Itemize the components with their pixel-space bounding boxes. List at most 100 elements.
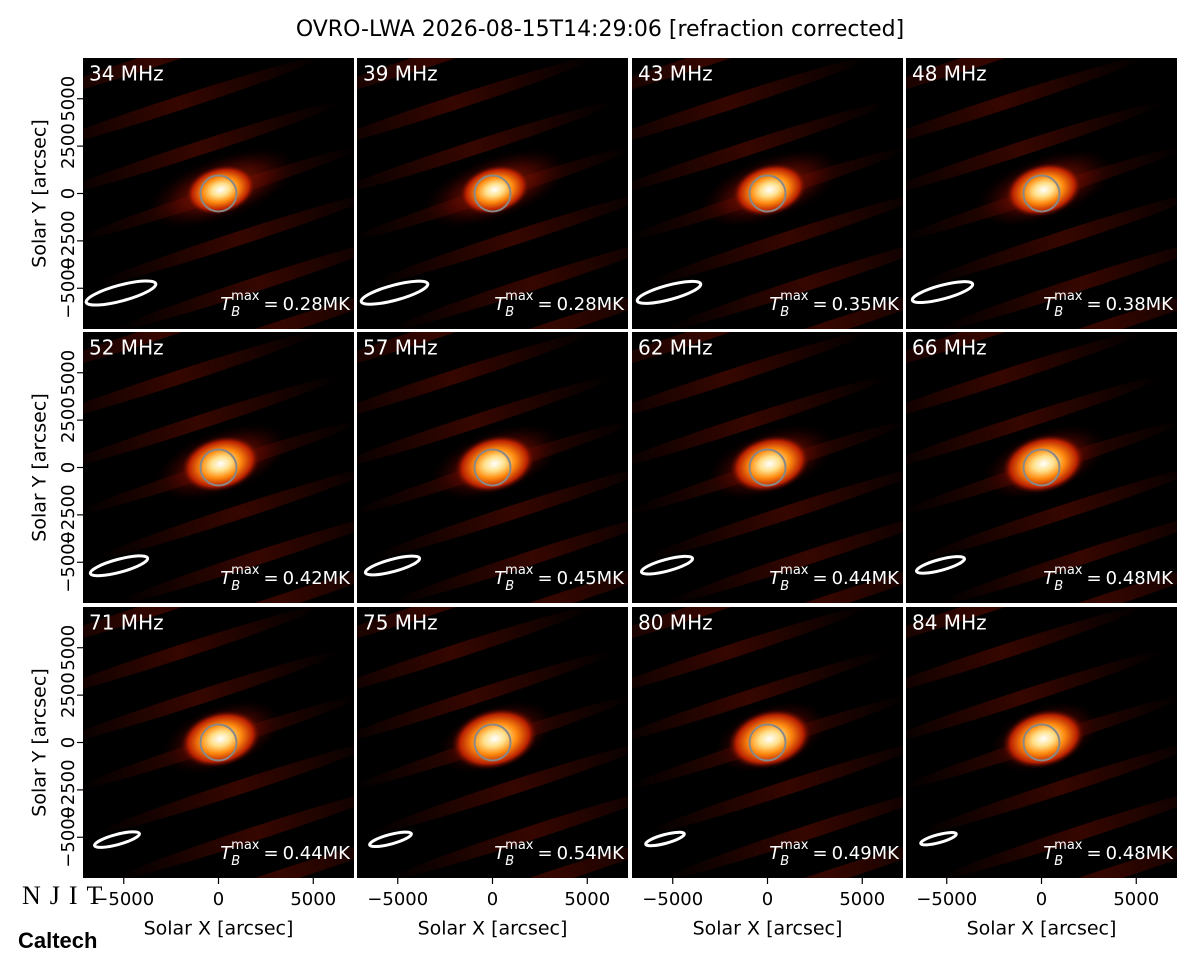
streak <box>369 740 628 835</box>
streak <box>95 740 354 835</box>
tb-sub: B <box>231 854 240 869</box>
solar-disk <box>199 448 238 487</box>
streak <box>409 281 628 329</box>
panel: 75 MHz TBmax = 0.54MK −5000 0 5000 Solar X [arc… <box>357 607 628 940</box>
freq-label: 75 MHz <box>363 611 438 635</box>
tb-sup: max <box>505 563 534 578</box>
streak <box>115 510 354 603</box>
x-tick-label: 0 <box>1036 889 1047 910</box>
tb-sub: B <box>505 305 514 320</box>
streak <box>135 555 354 603</box>
y-tick-label: −2500 <box>58 484 79 545</box>
x-tick-label: 0 <box>213 889 224 910</box>
tb-sub: B <box>780 854 789 869</box>
streak <box>632 650 891 745</box>
beam <box>359 279 430 306</box>
y-axis-label: Solar Y [arcsec] <box>29 668 51 816</box>
y-tick-label: 0 <box>58 737 79 748</box>
freq-label: 52 MHz <box>89 336 164 360</box>
y-axis-label: Solar Y [arcsec] <box>29 119 51 267</box>
solar-disk <box>1022 448 1061 487</box>
freq-label: 66 MHz <box>912 336 987 360</box>
freq-label: 43 MHz <box>638 62 713 86</box>
tb-label: TBmax = 0.42MK <box>220 563 351 594</box>
beam <box>635 279 703 305</box>
x-tick-label: 0 <box>762 889 773 910</box>
solar-disk <box>748 174 787 213</box>
tb-symbol: T <box>494 294 507 315</box>
streak <box>83 607 302 655</box>
njit-logo: NJIT <box>22 881 111 910</box>
tb-symbol: T <box>769 568 782 589</box>
image <box>357 58 628 329</box>
streak <box>115 236 354 329</box>
streak <box>83 332 322 425</box>
streak <box>369 465 628 560</box>
tb-label: TBmax = 0.48MK <box>1043 563 1174 594</box>
panel: 43 MHz TBmax = 0.35MK <box>632 58 903 329</box>
tb-eq: = <box>263 294 278 315</box>
beam <box>93 830 141 849</box>
streak <box>938 236 1177 329</box>
tb-eq: = <box>537 294 552 315</box>
streak <box>83 650 342 745</box>
tb-eq: = <box>812 843 827 864</box>
tb-value: 0.44MK <box>832 568 901 589</box>
bright-core <box>180 710 262 768</box>
streak <box>632 58 871 151</box>
tb-label: TBmax = 0.54MK <box>494 838 625 869</box>
tb-label: TBmax = 0.45MK <box>494 563 625 594</box>
tb-sub: B <box>505 579 514 594</box>
streak <box>906 332 1145 425</box>
streak <box>684 555 903 603</box>
streak <box>632 101 891 196</box>
image <box>632 58 903 329</box>
streak <box>83 101 342 196</box>
x-tick-label: −5000 <box>916 889 977 910</box>
streak <box>906 332 1125 380</box>
tb-value: 0.48MK <box>1106 568 1175 589</box>
beam <box>88 554 150 578</box>
tb-eq: = <box>537 568 552 589</box>
solar-disk <box>473 448 512 487</box>
beam <box>363 554 422 577</box>
panel: 80 MHz TBmax = 0.49MK −5000 0 5000 Solar X [arc… <box>632 607 903 940</box>
y-tick-label: 5000 <box>58 350 79 396</box>
image <box>632 332 903 603</box>
bright-core <box>180 435 261 493</box>
streak <box>958 555 1177 603</box>
tb-sup: max <box>231 563 260 578</box>
streak <box>357 58 596 151</box>
streak <box>632 607 851 655</box>
streak <box>664 785 903 878</box>
solar-disk <box>473 723 512 762</box>
streak <box>632 375 891 470</box>
image <box>83 58 354 329</box>
streak <box>644 191 903 286</box>
beam <box>919 831 958 847</box>
streak <box>906 101 1165 196</box>
streak <box>906 607 1145 700</box>
streak <box>906 58 1145 151</box>
streak <box>95 465 354 560</box>
image <box>357 607 628 878</box>
bright-core <box>729 435 811 493</box>
streak <box>906 375 1165 470</box>
freq-label: 34 MHz <box>89 62 164 86</box>
streak <box>83 332 302 380</box>
beam <box>644 830 686 848</box>
freq-label: 48 MHz <box>912 62 987 86</box>
tb-sup: max <box>231 838 260 853</box>
y-tick-label: −5000 <box>58 258 79 319</box>
solar-disk <box>473 174 512 213</box>
bright-core <box>1004 162 1083 218</box>
tb-value: 0.44MK <box>283 843 352 864</box>
tb-label: TBmax = 0.44MK <box>220 838 351 869</box>
tb-label: TBmax = 0.28MK <box>220 289 351 320</box>
tb-sup: max <box>1054 838 1083 853</box>
tb-sup: max <box>780 563 809 578</box>
y-tick-label: 5000 <box>58 625 79 671</box>
image <box>83 332 354 603</box>
bright-core <box>1002 709 1086 769</box>
bright-core <box>727 708 812 769</box>
